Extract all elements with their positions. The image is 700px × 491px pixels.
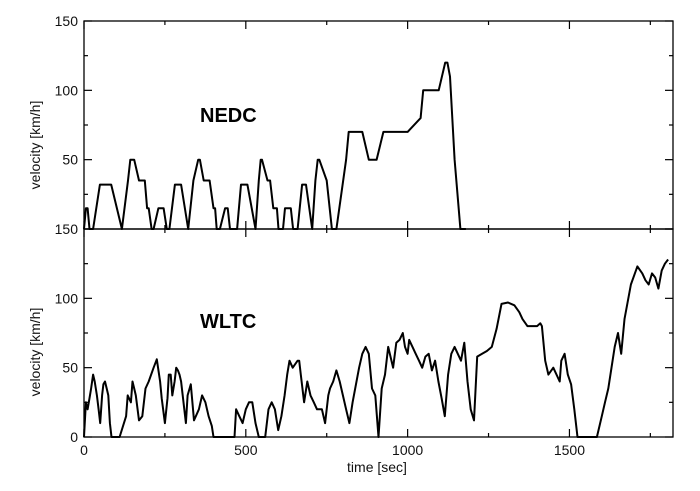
nedc-velocity-line [83, 61, 466, 230]
nedc-y-tick-label: 50 [62, 152, 78, 168]
nedc-y-axis-label: velocity [km/h] [27, 101, 43, 190]
x-axis-label: time [sec] [347, 459, 407, 475]
wltc-y-tick-label: 150 [55, 221, 79, 237]
nedc-y-tick-label: 100 [55, 82, 79, 98]
wltc-y-axis-label: velocity [km/h] [27, 308, 43, 397]
wltc-velocity-line [83, 258, 669, 438]
nedc-y-tick-label: 150 [55, 13, 79, 29]
wltc-x-tick-label: 1000 [392, 442, 423, 458]
wltc-panel-label: WLTC [200, 311, 256, 333]
wltc-y-tick-label: 0 [70, 429, 78, 445]
wltc-y-tick-label: 50 [62, 360, 78, 376]
nedc-panel: 50 100 150 [55, 13, 674, 230]
wltc-x-tick-label: 0 [80, 442, 88, 458]
wltc-x-tick-label: 1500 [554, 442, 585, 458]
wltc-y-tick-label: 100 [55, 290, 79, 306]
wltc-plot-frame [83, 228, 674, 438]
nedc-panel-label: NEDC [200, 105, 257, 127]
wltc-x-tick-label: 500 [234, 442, 258, 458]
